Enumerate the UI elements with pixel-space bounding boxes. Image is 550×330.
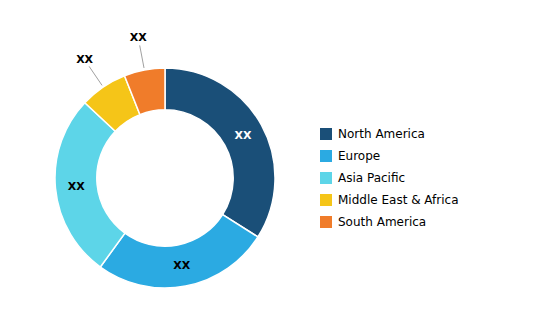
slice [165,68,275,237]
donut [55,68,275,288]
legend-swatch [320,194,332,206]
data-label: XX [130,31,147,44]
data-label: XX [68,180,85,193]
data-label: XX [235,129,252,142]
legend-label: Asia Pacific [338,171,405,185]
data-label: XX [76,53,93,66]
slice [100,215,258,288]
legend-item: Asia Pacific [320,171,405,185]
legend-item: South America [320,215,426,229]
chart: XX XX XX XX XX North America Europe Asia Pacifi… [0,0,550,330]
slice [125,68,165,115]
legend-label: Middle East & Africa [338,193,459,207]
leader-line [140,45,144,68]
legend-item: North America [320,127,425,141]
legend-label: South America [338,215,426,229]
legend-item: Europe [320,149,380,163]
legend-swatch [320,150,332,162]
legend-label: Europe [338,149,380,163]
legend-swatch [320,172,332,184]
legend-label: North America [338,127,425,141]
leader-line [89,66,102,85]
legend-swatch [320,216,332,228]
legend-item: Middle East & Africa [320,193,459,207]
legend: North America Europe Asia Pacific Middle Ea… [320,127,459,229]
data-labels: XX XX XX XX XX [68,31,252,272]
data-label: XX [173,259,190,272]
legend-swatch [320,128,332,140]
